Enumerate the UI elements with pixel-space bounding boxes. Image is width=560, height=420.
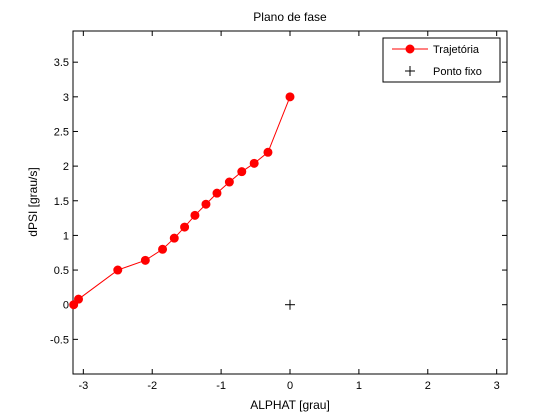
x-tick-label: -2 xyxy=(147,380,157,392)
x-tick-label: 3 xyxy=(494,380,500,392)
x-tick-label: 1 xyxy=(356,380,362,392)
trajetoria-point xyxy=(285,92,295,102)
y-tick-label: 0 xyxy=(63,300,69,312)
trajetoria-point xyxy=(158,244,168,254)
trajetoria-point xyxy=(169,233,179,243)
trajetoria-point xyxy=(113,265,123,275)
x-tick-label: -3 xyxy=(78,380,88,392)
trajetoria-point xyxy=(224,177,234,187)
y-tick-label: 3 xyxy=(63,92,69,104)
x-axis-label: ALPHAT [grau] xyxy=(250,398,330,412)
axes-box xyxy=(72,30,508,375)
y-axis-label: dPSI [grau/s] xyxy=(26,167,40,236)
legend-label-trajetoria: Trajetória xyxy=(433,44,480,56)
trajetoria-point xyxy=(180,222,190,232)
legend-label-ponto-fixo: Ponto fixo xyxy=(433,66,482,78)
trajetoria-point xyxy=(69,300,79,310)
legend-marker-trajetoria xyxy=(405,44,415,54)
x-tick-label: 2 xyxy=(425,380,431,392)
y-tick-label: 3.5 xyxy=(54,57,69,69)
tick-labels: -3 -2 -1 0 1 2 3 -0.5 0 0.5 1 1.5 2 2.5 3 3.5 xyxy=(50,57,500,392)
trajetoria-point xyxy=(74,294,84,304)
chart-title: Plano de fase xyxy=(253,10,327,24)
legend-box xyxy=(382,37,501,83)
trajetoria-point xyxy=(263,147,273,157)
trajetoria-point xyxy=(237,167,247,177)
trajetoria-point xyxy=(190,210,200,220)
plot-series xyxy=(69,92,295,310)
y-tick-label: 2 xyxy=(63,161,69,173)
y-tick-label: 1.5 xyxy=(54,196,69,208)
y-tick-label: -0.5 xyxy=(50,334,69,346)
x-tick-label: 0 xyxy=(287,380,293,392)
trajetoria-point xyxy=(201,199,211,209)
y-tick-label: 2.5 xyxy=(54,126,69,138)
y-tick-label: 0.5 xyxy=(54,265,69,277)
axis-ticks xyxy=(73,31,507,374)
trajetoria-point xyxy=(212,188,222,198)
y-tick-label: 1 xyxy=(63,230,69,242)
trajetoria-point xyxy=(249,158,259,168)
trajetoria-point xyxy=(140,255,150,265)
legend: Trajetória Ponto fixo xyxy=(382,37,501,83)
x-tick-label: -1 xyxy=(216,380,226,392)
